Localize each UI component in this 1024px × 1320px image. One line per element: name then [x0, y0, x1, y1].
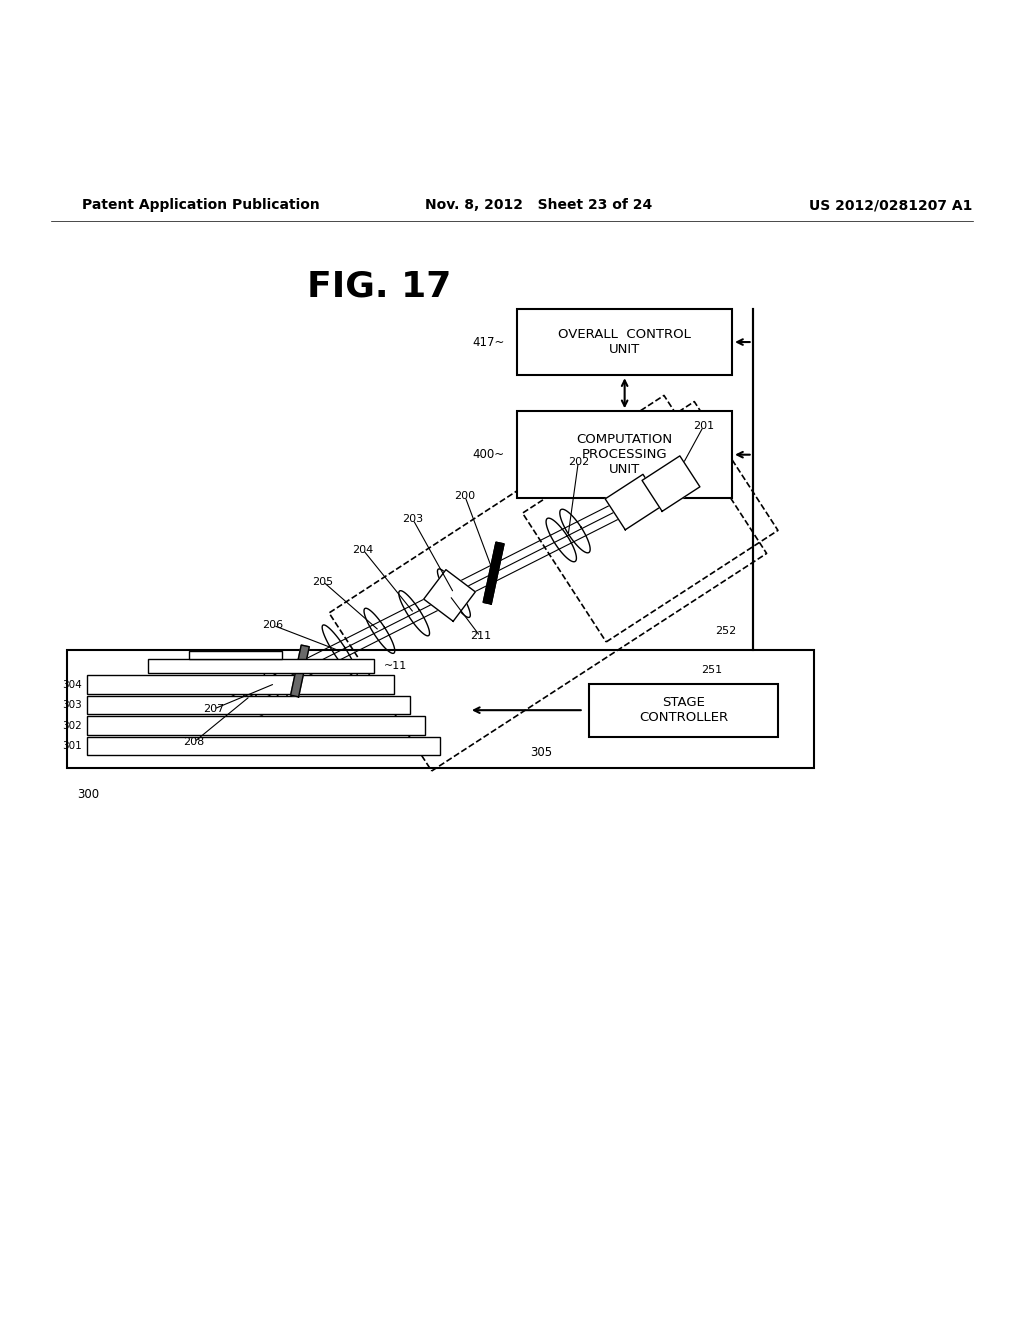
FancyBboxPatch shape [87, 696, 410, 714]
Text: 206: 206 [262, 620, 284, 630]
Text: COMPUTATION
PROCESSING
UNIT: COMPUTATION PROCESSING UNIT [577, 433, 673, 477]
FancyBboxPatch shape [589, 684, 778, 737]
FancyBboxPatch shape [87, 737, 440, 755]
Text: 208: 208 [183, 737, 205, 747]
Text: Patent Application Publication: Patent Application Publication [82, 198, 319, 213]
Text: 302: 302 [62, 721, 82, 730]
Text: 305: 305 [530, 746, 552, 759]
FancyBboxPatch shape [517, 411, 732, 498]
FancyBboxPatch shape [87, 676, 394, 694]
Text: 300: 300 [77, 788, 99, 801]
Text: FIG. 17: FIG. 17 [307, 269, 451, 304]
FancyBboxPatch shape [148, 659, 374, 673]
Text: 201: 201 [693, 421, 714, 432]
FancyBboxPatch shape [517, 309, 732, 375]
Text: 301: 301 [62, 741, 82, 751]
Text: 200: 200 [455, 491, 475, 502]
Text: 203: 203 [402, 515, 424, 524]
Text: 417~: 417~ [472, 335, 505, 348]
Text: 304: 304 [62, 680, 82, 689]
Text: 400~: 400~ [473, 449, 505, 461]
Text: 252: 252 [715, 626, 736, 636]
Text: 204: 204 [352, 545, 374, 554]
Polygon shape [424, 570, 475, 622]
Text: 207: 207 [203, 704, 224, 714]
Polygon shape [605, 474, 664, 529]
Polygon shape [483, 543, 504, 605]
Text: US 2012/0281207 A1: US 2012/0281207 A1 [809, 198, 973, 213]
Polygon shape [291, 645, 309, 697]
Text: 303: 303 [62, 700, 82, 710]
Text: OVERALL  CONTROL
UNIT: OVERALL CONTROL UNIT [558, 329, 691, 356]
Text: Nov. 8, 2012   Sheet 23 of 24: Nov. 8, 2012 Sheet 23 of 24 [425, 198, 652, 213]
FancyBboxPatch shape [87, 717, 425, 735]
Text: STAGE
CONTROLLER: STAGE CONTROLLER [639, 696, 728, 725]
Text: 251: 251 [701, 665, 723, 676]
FancyBboxPatch shape [189, 651, 282, 659]
Text: 211: 211 [470, 631, 490, 642]
Text: 202: 202 [567, 457, 589, 467]
Text: 205: 205 [312, 577, 334, 586]
Polygon shape [642, 455, 700, 511]
Text: ~11: ~11 [384, 661, 408, 671]
FancyBboxPatch shape [67, 649, 814, 767]
